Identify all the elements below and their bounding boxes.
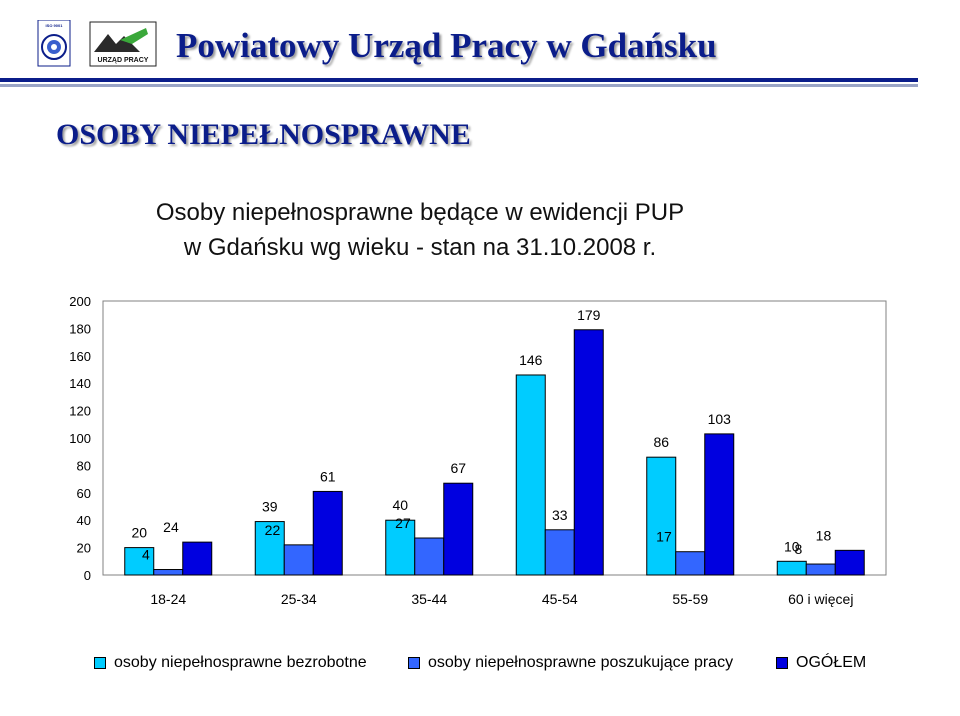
header-divider-shadow [0, 84, 918, 87]
y-tick-label: 120 [69, 404, 91, 419]
data-label: 39 [262, 499, 278, 515]
x-category-label: 45-54 [542, 591, 578, 607]
data-label: 103 [708, 411, 732, 427]
bar-5-0 [776, 560, 807, 576]
bar-3-2 [573, 329, 604, 576]
bar-5-2 [834, 549, 865, 576]
y-tick-label: 140 [69, 376, 91, 391]
data-label: 18 [816, 527, 832, 543]
iso-logo-text: ISO 9001 [46, 23, 64, 28]
bar-4-1 [675, 551, 706, 576]
data-label: 33 [552, 507, 568, 523]
y-tick-label: 60 [77, 486, 91, 501]
header-logos: ISO 9001 URZĄD PRACY [36, 19, 158, 68]
data-label: 17 [656, 529, 672, 545]
legend-swatch [408, 657, 420, 669]
bar-0-0 [124, 547, 155, 576]
data-label: 4 [142, 547, 150, 563]
data-label: 22 [265, 522, 281, 538]
x-category-label: 60 i więcej [788, 591, 853, 607]
y-tick-label: 200 [69, 294, 91, 309]
y-tick-label: 180 [69, 321, 91, 336]
data-label: 40 [392, 497, 408, 513]
y-tick-label: 100 [69, 431, 91, 446]
x-category-label: 55-59 [672, 591, 708, 607]
y-tick-label: 0 [84, 568, 91, 583]
y-tick-label: 40 [77, 513, 91, 528]
x-category-label: 25-34 [281, 591, 317, 607]
chart-subtitle: w Gdańsku wg wieku - stan na 31.10.2008 … [183, 234, 657, 261]
bar-0-2 [182, 541, 213, 576]
data-label: 86 [653, 434, 669, 450]
bar-3-1 [544, 529, 575, 576]
legend-swatch [94, 657, 106, 669]
bar-0-1 [153, 569, 184, 576]
bar-5-1 [805, 563, 836, 576]
bar-2-2 [443, 482, 474, 576]
data-label: 146 [519, 352, 543, 368]
legend-item: OGÓŁEM [776, 654, 866, 672]
bar-4-2 [704, 433, 735, 576]
data-label: 8 [794, 541, 802, 557]
data-label: 20 [131, 525, 147, 541]
plot-area [102, 300, 887, 576]
data-label: 10 [784, 538, 800, 554]
bar-1-2 [312, 490, 343, 576]
page-title: Powiatowy Urząd Pracy w Gdańsku [176, 26, 717, 65]
urzad-pracy-logo-text: URZĄD PRACY [98, 57, 149, 64]
y-tick-label: 80 [77, 458, 91, 473]
chart-title: Osoby niepełnosprawne będące w ewidencji… [155, 199, 685, 226]
legend-swatch [776, 657, 788, 669]
urzad-pracy-logo: URZĄD PRACY [89, 21, 157, 67]
data-label: 67 [450, 460, 466, 476]
data-label: 61 [320, 468, 336, 484]
data-label: 179 [577, 307, 601, 323]
x-category-label: 35-44 [411, 591, 447, 607]
bar-3-0 [515, 374, 546, 576]
bar-2-1 [414, 537, 445, 576]
data-label: 24 [163, 519, 179, 535]
y-tick-label: 20 [77, 541, 91, 556]
legend-item: osoby niepełnosprawne poszukujące pracy [408, 654, 733, 672]
legend-item: osoby niepełnosprawne bezrobotne [94, 654, 367, 672]
iso-certificate-logo: ISO 9001 [37, 19, 71, 67]
data-label: 27 [395, 515, 411, 531]
y-tick-label: 160 [69, 349, 91, 364]
legend-label: OGÓŁEM [796, 654, 867, 671]
legend-label: osoby niepełnosprawne poszukujące pracy [428, 654, 734, 671]
bar-1-1 [283, 544, 314, 576]
x-category-label: 18-24 [150, 591, 186, 607]
section-title: OSOBY NIEPEŁNOSPRAWNE [56, 118, 471, 151]
header-divider [0, 78, 918, 82]
legend-label: osoby niepełnosprawne bezrobotne [114, 654, 367, 671]
bar-4-0 [646, 456, 677, 576]
bar-1-0 [254, 521, 285, 576]
